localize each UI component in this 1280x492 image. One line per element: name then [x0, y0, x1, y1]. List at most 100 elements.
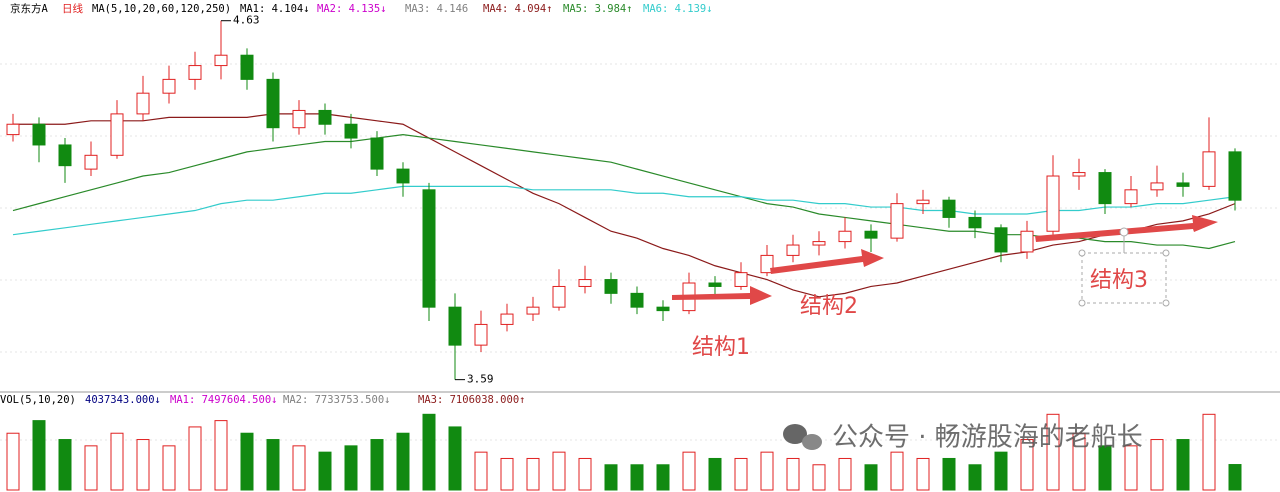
candle-body [58, 144, 72, 167]
volume-bar [734, 457, 748, 491]
candle-body [916, 199, 930, 205]
candle-body [812, 241, 826, 246]
box [1081, 252, 1167, 304]
candle-body [526, 306, 540, 315]
volume-bar [1046, 413, 1060, 491]
volume-bar [214, 420, 228, 491]
candle-body [1072, 172, 1086, 177]
volume-bar [422, 413, 436, 491]
candle-body [344, 123, 358, 139]
grid [0, 63, 1280, 441]
candle-body [188, 65, 202, 80]
icon [802, 434, 822, 450]
candle-body [1046, 175, 1060, 232]
volume-bar [942, 457, 956, 491]
annotation: 结构1 [692, 335, 750, 360]
volume-bar [448, 426, 462, 491]
volume-bar [292, 445, 306, 491]
candle-body [32, 123, 46, 146]
volume-bar [552, 451, 566, 491]
candle-body [1202, 151, 1216, 187]
annotation: 结构3 [1090, 268, 1148, 293]
candle-body [656, 306, 670, 312]
volume-bar [994, 451, 1008, 491]
ma-label: MA6: 4.139↓ [643, 3, 713, 15]
volume-bar [682, 451, 696, 491]
high-label: 4.63 [233, 14, 260, 27]
volume-bar [1176, 439, 1190, 491]
candle-body [1176, 182, 1190, 187]
volume-bar [32, 420, 46, 491]
vol-label: MA3: 7106038.000↑ [418, 394, 525, 406]
volume-bar [266, 439, 280, 491]
volume-bar [1228, 464, 1242, 491]
candle-body [578, 279, 592, 287]
candle-body [162, 78, 176, 94]
candle-body [266, 78, 280, 129]
volume-bar [630, 464, 644, 491]
ma-line [12, 185, 1236, 236]
volume-bar [578, 457, 592, 491]
candle-body [1228, 151, 1242, 201]
ma-label: MA4: 4.094↑ [483, 3, 553, 15]
volume-bar [318, 451, 332, 491]
candle-body [240, 54, 254, 80]
candle-body [422, 189, 436, 308]
volume-bar [6, 432, 20, 491]
handle [1119, 227, 1129, 237]
candle-body [630, 292, 644, 308]
candle-body [864, 230, 878, 239]
volume-bar [968, 464, 982, 491]
volume-bar [1098, 445, 1112, 491]
volume-bar [604, 464, 618, 491]
volume-bar [58, 439, 72, 491]
candle-body [890, 203, 904, 239]
low-label: 3.59 [467, 373, 494, 386]
watermark: 公众号 · 畅游股海的老船长 [832, 423, 1143, 453]
vol-label: MA1: 7497604.500↓ [170, 394, 277, 406]
candle-body [1020, 230, 1034, 253]
volume-bar [474, 451, 488, 491]
vol-label: 4037343.000↓ [85, 394, 161, 406]
candle-body [214, 54, 228, 67]
volume-bar [786, 457, 800, 491]
candle-body [318, 109, 332, 125]
volume-bar [864, 464, 878, 491]
selection-box [1078, 227, 1170, 307]
volume-bar [916, 457, 930, 491]
volume-bar [708, 457, 722, 491]
candle-body [838, 230, 852, 243]
candle-body [760, 254, 774, 274]
candle-body [110, 113, 124, 156]
arrow [672, 286, 772, 305]
volume-bar [838, 457, 852, 491]
stock-name: 京东方A [10, 2, 48, 15]
annotation: 结构2 [800, 294, 858, 319]
ma-label: MA1: 4.104↓ [240, 3, 310, 15]
volume-bar [84, 445, 98, 491]
candle-body [1124, 189, 1138, 205]
candle-body [734, 272, 748, 287]
candle-body [604, 279, 618, 294]
candle-body [552, 285, 566, 308]
ma-label: MA5: 3.984↑ [563, 3, 633, 15]
handle [1078, 299, 1086, 307]
volume-bar [370, 439, 384, 491]
volume-bar [656, 464, 670, 491]
candle-body [942, 199, 956, 218]
icon [783, 424, 807, 444]
volume-bar [812, 464, 826, 491]
candle-body [500, 313, 514, 325]
ma-header: MA(5,10,20,60,120,250) [92, 3, 231, 15]
candle-body [1098, 172, 1112, 205]
candle-body [396, 168, 410, 184]
volume-bar [188, 426, 202, 491]
volume-bar [526, 457, 540, 491]
volume-bar [396, 432, 410, 491]
vol-label: MA2: 7733753.500↓ [283, 394, 390, 406]
volume-bar [240, 432, 254, 491]
candle-body [708, 282, 722, 287]
vol-header: VOL(5,10,20) [0, 394, 76, 406]
volume-bar [110, 432, 124, 491]
